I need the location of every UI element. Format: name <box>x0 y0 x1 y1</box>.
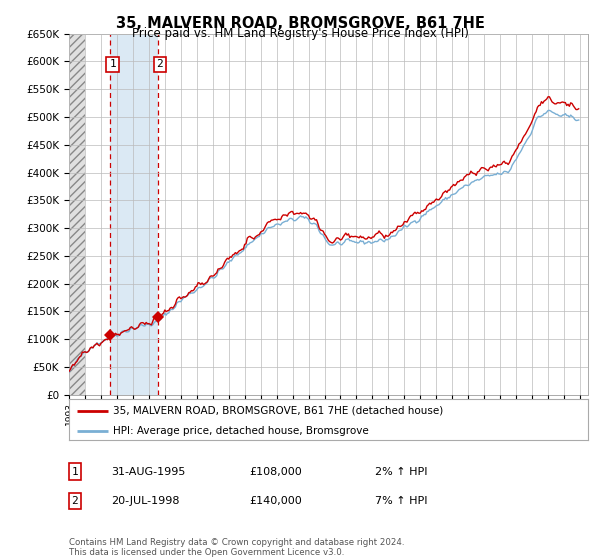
HPI: Average price, detached house, Bromsgrove: (1.99e+03, 7.68e+04): Average price, detached house, Bromsgrov… <box>83 349 90 356</box>
Text: HPI: Average price, detached house, Bromsgrove: HPI: Average price, detached house, Brom… <box>113 426 369 436</box>
Bar <box>69 34 85 395</box>
Text: 2: 2 <box>71 496 79 506</box>
35, MALVERN ROAD, BROMSGROVE, B61 7HE (detached house) <box>575 105 582 112</box>
HPI: Average price, detached house, Bromsgrove: (2.02e+03, 4e+05): Average price, detached house, Bromsgrov… <box>505 169 512 176</box>
Text: 20-JUL-1998: 20-JUL-1998 <box>111 496 179 506</box>
HPI: Average price, detached house, Bromsgrove: (2.01e+03, 2.69e+05): Average price, detached house, Bromsgrov… <box>328 242 335 249</box>
35, MALVERN ROAD, BROMSGROVE, B61 7HE (detached house) <box>505 161 512 168</box>
Text: £108,000: £108,000 <box>249 466 302 477</box>
Text: 2: 2 <box>157 59 163 69</box>
HPI: Average price, detached house, Bromsgrove: (1.99e+03, 4.05e+04): Average price, detached house, Bromsgrov… <box>65 369 73 376</box>
35, MALVERN ROAD, BROMSGROVE, B61 7HE (detached house) <box>328 239 335 246</box>
Line: 35, MALVERN ROAD, BROMSGROVE, B61 7HE (detached house): 35, MALVERN ROAD, BROMSGROVE, B61 7HE (d… <box>69 97 578 371</box>
Text: Price paid vs. HM Land Registry's House Price Index (HPI): Price paid vs. HM Land Registry's House … <box>131 27 469 40</box>
35, MALVERN ROAD, BROMSGROVE, B61 7HE (detached house) <box>572 106 580 113</box>
Text: 7% ↑ HPI: 7% ↑ HPI <box>375 496 427 506</box>
HPI: Average price, detached house, Bromsgrove: (2e+03, 9.5e+04): Average price, detached house, Bromsgrov… <box>98 339 106 346</box>
35, MALVERN ROAD, BROMSGROVE, B61 7HE (detached house) <box>428 199 436 206</box>
35, MALVERN ROAD, BROMSGROVE, B61 7HE (detached house) <box>544 94 551 100</box>
Text: 1: 1 <box>109 59 116 69</box>
Text: Contains HM Land Registry data © Crown copyright and database right 2024.
This d: Contains HM Land Registry data © Crown c… <box>69 538 404 557</box>
Bar <box>110 34 158 395</box>
Text: 35, MALVERN ROAD, BROMSGROVE, B61 7HE: 35, MALVERN ROAD, BROMSGROVE, B61 7HE <box>116 16 484 31</box>
HPI: Average price, detached house, Bromsgrove: (2.02e+03, 5.12e+05): Average price, detached house, Bromsgrov… <box>546 107 553 114</box>
HPI: Average price, detached house, Bromsgrove: (2.02e+03, 3.35e+05): Average price, detached house, Bromsgrov… <box>428 205 436 212</box>
35, MALVERN ROAD, BROMSGROVE, B61 7HE (detached house) <box>98 339 106 346</box>
Text: 31-AUG-1995: 31-AUG-1995 <box>111 466 185 477</box>
Text: £140,000: £140,000 <box>249 496 302 506</box>
35, MALVERN ROAD, BROMSGROVE, B61 7HE (detached house) <box>83 349 90 356</box>
HPI: Average price, detached house, Bromsgrove: (2.02e+03, 4.94e+05): Average price, detached house, Bromsgrov… <box>575 116 582 123</box>
Text: 2% ↑ HPI: 2% ↑ HPI <box>375 466 427 477</box>
Text: 1: 1 <box>71 466 79 477</box>
Text: 35, MALVERN ROAD, BROMSGROVE, B61 7HE (detached house): 35, MALVERN ROAD, BROMSGROVE, B61 7HE (d… <box>113 405 443 416</box>
35, MALVERN ROAD, BROMSGROVE, B61 7HE (detached house) <box>65 368 73 375</box>
Line: HPI: Average price, detached house, Bromsgrove: HPI: Average price, detached house, Brom… <box>69 110 578 372</box>
HPI: Average price, detached house, Bromsgrove: (2.02e+03, 4.94e+05): Average price, detached house, Bromsgrov… <box>572 117 580 124</box>
